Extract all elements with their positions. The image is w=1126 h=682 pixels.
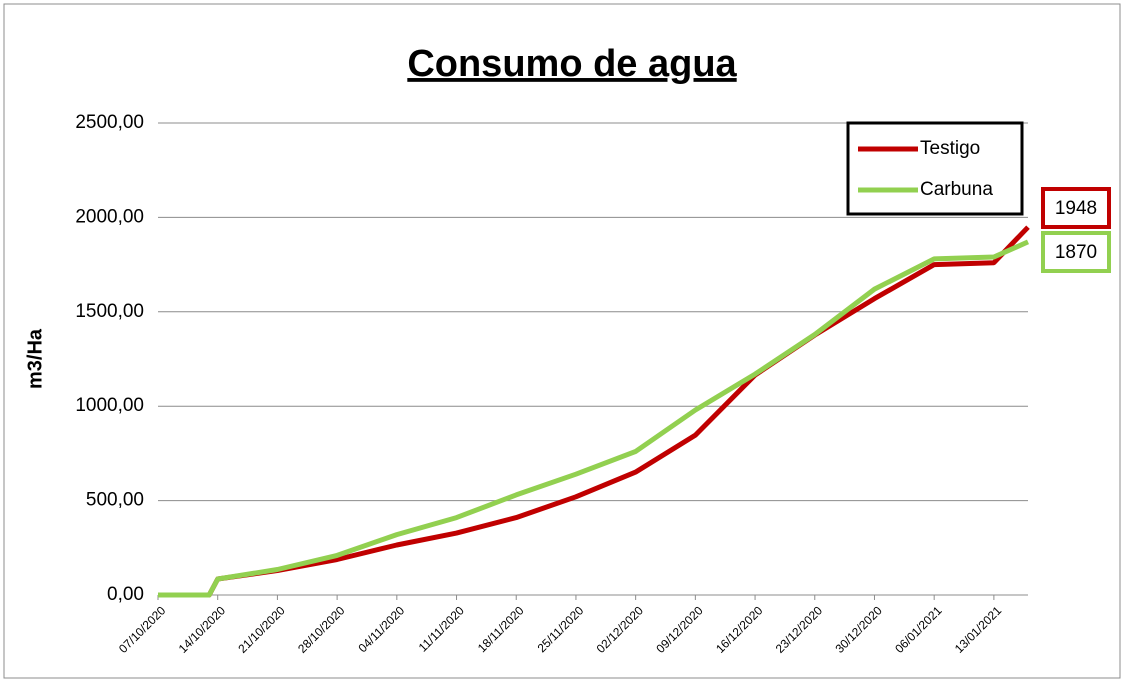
y-tick-label: 500,00 — [86, 490, 144, 511]
line-series — [158, 239, 1030, 598]
y-tick-label: 2500,00 — [75, 112, 144, 133]
end-label: 1948 — [1055, 198, 1097, 219]
chart-title: Consumo de agua — [407, 43, 737, 85]
chart-border — [3, 3, 1121, 679]
y-tick-label: 1500,00 — [75, 301, 144, 322]
y-axis-title: m3/Ha — [24, 328, 46, 389]
y-tick-label: 0,00 — [107, 584, 144, 605]
end-label-box — [1041, 231, 1111, 273]
legend-label: Testigo — [920, 138, 980, 159]
legend-box — [846, 121, 1024, 216]
legend-label: Carbuna — [920, 179, 993, 200]
y-tick-label: 2000,00 — [75, 206, 144, 227]
y-tick-label: 1000,00 — [75, 395, 144, 416]
end-label: 1870 — [1055, 242, 1097, 263]
end-label-box — [1041, 187, 1111, 229]
